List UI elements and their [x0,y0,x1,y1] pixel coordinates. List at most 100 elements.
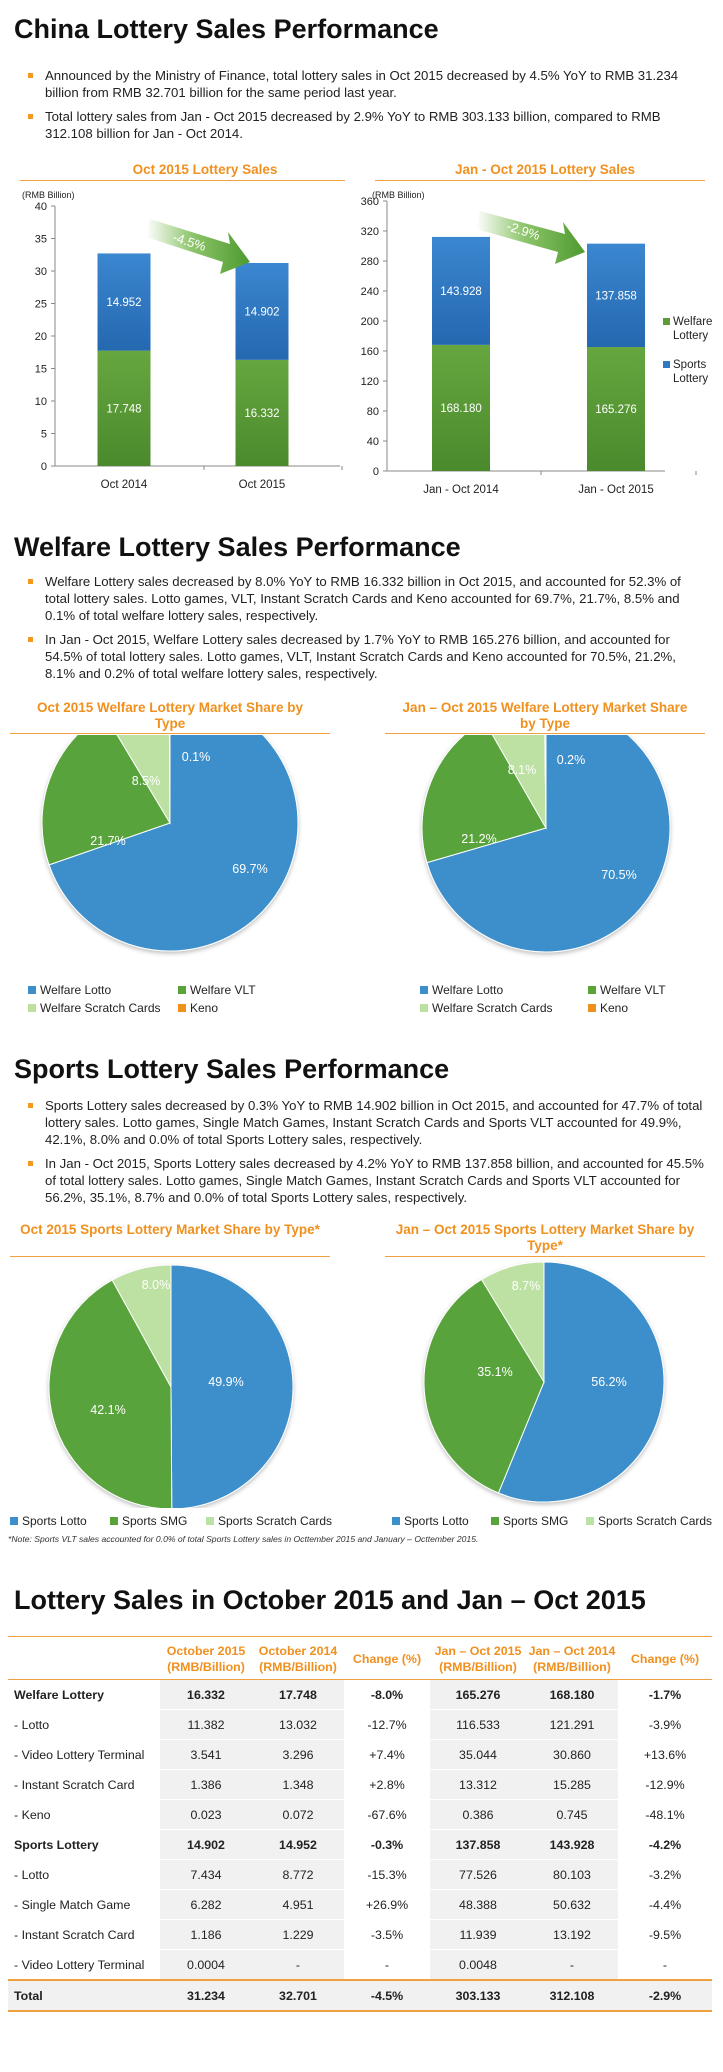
legend-swatch-welfare [663,318,670,325]
legend-welfare-oct: Welfare Lotto Welfare VLT Welfare Scratc… [28,983,348,1019]
table-header-row: October 2015 (RMB/Billion) October 2014 (… [8,1636,712,1680]
table-row-total: Total 31.234 32.701 -4.5% 303.133 312.108 -2.9… [8,1979,712,2012]
section-title-table: Lottery Sales in October 2015 and Jan – … [14,1585,646,1615]
table-cell: 31.234 [160,1979,252,2012]
table-cell: - [252,1949,344,1981]
slice-value-label: 42.1% [90,1403,125,1417]
slice-lotto [497,1261,665,1503]
swatch [588,985,596,994]
legend-sports-oct: Sports Lotto Sports SMG Sports Scratch C… [10,1514,350,1530]
legend-item-keno: Keno [588,1001,628,1015]
table-row: - Lotto 11.382 13.032 -12.7% 116.533 121.291-… [8,1709,712,1740]
y-tick-label: 360 [361,196,379,208]
table-cell: -2.9% [618,1979,712,2012]
table-cell: 8.772 [252,1859,344,1890]
table-cell: 48.388 [430,1889,526,1920]
swatch [28,1003,36,1012]
legend-item-sports-scratch: Sports Scratch Cards [206,1514,332,1528]
chart-title-janoct-sales: Jan - Oct 2015 Lottery Sales [454,162,636,177]
y-tick-label: 320 [361,226,379,238]
table-cell: 1.186 [160,1919,252,1950]
chart-title-sports-oct: Oct 2015 Sports Lottery Market Share by … [20,1222,320,1237]
title-underline [20,180,345,181]
table-cell: 17.748 [252,1679,344,1710]
table-row: - Keno 0.023 0.072 -67.6% 0.386 0.745 -48.1% [8,1799,712,1830]
table-cell: -3.9% [618,1709,712,1740]
table-cell: 13.192 [526,1919,618,1950]
column-header: October 2014 (RMB/Billion) [252,1636,344,1680]
table-cell: 13.312 [430,1769,526,1800]
table-cell: 35.044 [430,1739,526,1770]
pie-chart-welfare-oct: 69.7% 21.7% 8.5% 0.1% [41,735,299,952]
bullet: Total lottery sales from Jan - Oct 2015 … [26,108,706,142]
table-cell: 13.032 [252,1709,344,1740]
legend-label: Keno [190,1001,219,1015]
table-cell: 0.0048 [430,1949,526,1981]
bar-chart-oct-sales: (RMB Billion) 0 5 10 15 20 25 30 35 40 17.748 14.95… [22,190,343,491]
pie-group [41,735,299,952]
table-row-group: Sports Lottery 14.902 14.952 -0.3% 137.858 14… [8,1829,712,1860]
chart-title-welfare-oct: Oct 2015 Welfare Lottery Market Share by… [36,700,304,731]
legend-label: Sports Lotto [22,1514,87,1528]
y-tick-label: 40 [367,436,379,448]
x-tick-label: Jan - Oct 2014 [423,484,499,496]
bar-sports [235,262,289,360]
table-cell: 32.701 [252,1979,344,2012]
legend-welfare-janoct: Welfare Lotto Welfare VLT Welfare Scratc… [420,983,720,1019]
swatch [420,985,428,994]
bar-value-label: 16.332 [244,408,279,420]
bullet: In Jan - Oct 2015, Sports Lottery sales … [26,1155,706,1206]
legend-label: Lottery [673,373,708,385]
bar-sports [432,236,490,345]
slice-value-label: 56.2% [591,1375,626,1389]
table-cell: -3.5% [344,1919,430,1950]
bar-value-label: 17.748 [106,403,141,415]
legend-item-welfare-vlt: Welfare VLT [178,983,256,997]
title-underline [10,733,330,734]
table-row: - Video Lottery Terminal 3.541 3.296 +7.4% 3… [8,1739,712,1770]
bullet: Sports Lottery sales decreased by 0.3% Y… [26,1097,706,1148]
chart-title-oct-sales: Oct 2015 Lottery Sales [132,162,278,177]
table-cell: 303.133 [430,1979,526,2012]
row-label: - Instant Scratch Card [8,1769,160,1800]
y-tick-label: 80 [367,406,379,418]
legend-label: Welfare Scratch Cards [40,1001,161,1015]
table-cell: 11.382 [160,1709,252,1740]
legend-item-sports-lotto: Sports Lotto [392,1514,469,1528]
table-row: - Single Match Game 6.282 4.951 +26.9% 48.38… [8,1889,712,1920]
pie-group [48,1264,294,1508]
table-cell: -1.7% [618,1679,712,1710]
table-cell: 168.180 [526,1679,618,1710]
swatch [586,1516,594,1525]
y-tick-label: 0 [373,466,379,478]
chart-title-sports-janoct: Jan – Oct 2015 Sports Lottery Market Sha… [395,1222,695,1253]
table-cell: 6.282 [160,1889,252,1920]
table-cell: -67.6% [344,1799,430,1830]
table-cell: 0.745 [526,1799,618,1830]
table-cell: 14.902 [160,1829,252,1860]
legend-item-welfare-scratch: Welfare Scratch Cards [28,1001,161,1015]
swatch [588,1003,596,1012]
table-cell: 121.291 [526,1709,618,1740]
slice-value-label: 21.7% [90,834,125,848]
slice-value-label: 69.7% [232,862,267,876]
table-row: - Lotto 7.434 8.772 -15.3% 77.526 80.103 -3.2% [8,1859,712,1890]
table-cell: 15.285 [526,1769,618,1800]
footnote: *Note: Sports VLT sales accounted for 0.… [8,1534,479,1544]
sports-summary-bullets: Sports Lottery sales decreased by 0.3% Y… [26,1097,706,1213]
legend-label: Welfare Lotto [40,983,112,997]
y-tick-label: 30 [35,266,47,278]
legend-label: Sports Scratch Cards [598,1514,713,1528]
bar-value-label: 14.902 [244,306,279,318]
slice-vlt [41,735,171,866]
table-cell: 137.858 [430,1829,526,1860]
table-cell: -0.3% [344,1829,430,1860]
legend-item-sports-lotto: Sports Lotto [10,1514,87,1528]
legend-label: Sports SMG [122,1514,188,1528]
bar-value-label: 137.858 [595,290,637,302]
x-tick-label: Jan - Oct 2015 [578,484,653,496]
slice-value-label: 70.5% [601,868,636,882]
table-cell: 77.526 [430,1859,526,1890]
bar-value-label: 14.952 [106,297,141,309]
y-axis-label: (RMB Billion) [22,190,75,200]
